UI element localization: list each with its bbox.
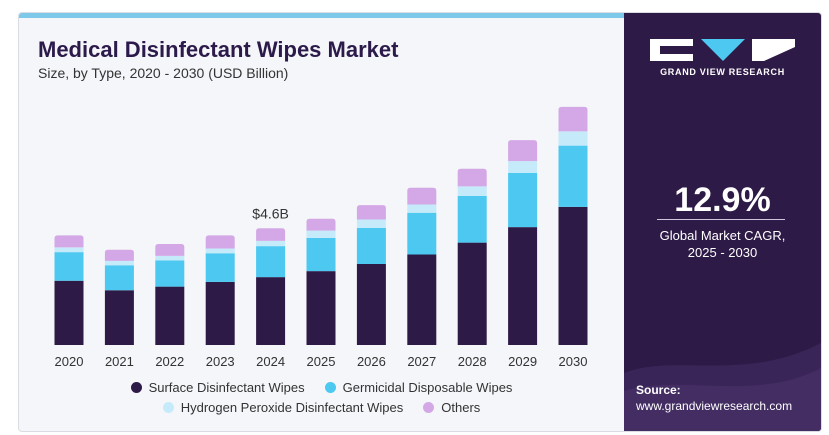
chart-card: Medical Disinfectant Wipes Market Size, … — [18, 12, 822, 432]
accent-bar — [19, 13, 624, 18]
bar-segment-2021-hydrogen-peroxide-disinfectant-wipes — [104, 260, 134, 266]
legend-label: Hydrogen Peroxide Disinfectant Wipes — [180, 400, 404, 415]
legend-label: Surface Disinfectant Wipes — [148, 380, 305, 395]
bar-segment-2021-surface-disinfectant-wipes — [104, 290, 134, 345]
bar-segment-2030-hydrogen-peroxide-disinfectant-wipes — [558, 131, 588, 146]
stacked-bar-chart: 2020 2021 2022 2023 2024 2025 2026 2027 2028 2029… — [54, 106, 588, 369]
legend-row-2: Hydrogen Peroxide Disinfectant Wipes Othe… — [19, 400, 624, 416]
cagr-label: Global Market CAGR, 2025 - 2030 — [624, 227, 821, 261]
legend-swatch — [324, 382, 336, 393]
bar-segment-2020-germicidal-disposable-wipes — [54, 252, 84, 281]
bar-segment-2027-germicidal-disposable-wipes — [407, 212, 437, 255]
bar-segment-2029-surface-disinfectant-wipes — [508, 227, 538, 345]
legend-label: Germicidal Disposable Wipes — [342, 380, 513, 395]
x-tick-label-2028: 2028 — [458, 354, 487, 369]
bar-segment-2020-others — [54, 235, 84, 248]
x-tick-label-2029: 2029 — [508, 354, 537, 369]
bar-segment-2027-others — [407, 187, 437, 205]
bar-segment-2020-surface-disinfectant-wipes — [54, 280, 84, 345]
bar-segment-2022-hydrogen-peroxide-disinfectant-wipes — [155, 255, 185, 261]
bar-segment-2023-surface-disinfectant-wipes — [205, 281, 235, 345]
legend-item-germicidal-disposable-wipes: Germicidal Disposable Wipes — [324, 380, 513, 395]
bar-segment-2030-others — [558, 106, 588, 132]
bar-segment-2022-germicidal-disposable-wipes — [155, 260, 185, 287]
bar-segment-2024-germicidal-disposable-wipes — [256, 246, 286, 278]
source-title: Source: — [636, 383, 681, 397]
bar-segment-2025-others — [306, 218, 336, 231]
legend-item-others: Others — [423, 400, 480, 415]
cagr-label-line-1: Global Market CAGR, — [659, 228, 786, 243]
bar-segment-2023-others — [205, 235, 235, 249]
bar-segment-2028-germicidal-disposable-wipes — [457, 195, 487, 243]
x-tick-label-2025: 2025 — [307, 354, 336, 369]
x-tick-label-2023: 2023 — [206, 354, 235, 369]
bar-segment-2023-hydrogen-peroxide-disinfectant-wipes — [205, 248, 235, 254]
bar-segment-2029-germicidal-disposable-wipes — [508, 173, 538, 228]
cagr-value: 12.9% — [674, 181, 771, 219]
bar-segment-2026-others — [356, 205, 386, 220]
bar-segment-2026-germicidal-disposable-wipes — [356, 227, 386, 265]
bar-segment-2030-surface-disinfectant-wipes — [558, 206, 588, 345]
bar-segment-2022-surface-disinfectant-wipes — [155, 286, 185, 345]
grand-view-research-logo — [650, 39, 795, 61]
bar-segment-2023-germicidal-disposable-wipes — [205, 253, 235, 282]
legend-swatch — [423, 402, 435, 413]
bar-segment-2025-surface-disinfectant-wipes — [306, 271, 336, 345]
legend-item-hydrogen-peroxide-disinfectant-wipes: Hydrogen Peroxide Disinfectant Wipes — [162, 400, 404, 415]
bar-segment-2024-others — [256, 228, 286, 241]
bar-segment-2026-hydrogen-peroxide-disinfectant-wipes — [356, 219, 386, 228]
info-panel: GRAND VIEW RESEARCH 12.9% Global Market … — [624, 13, 821, 431]
bar-segment-2021-germicidal-disposable-wipes — [104, 265, 134, 291]
x-tick-label-2024: 2024 — [256, 354, 285, 369]
chart-subtitle: Size, by Type, 2020 - 2030 (USD Billion) — [38, 65, 289, 81]
bar-segment-2029-hydrogen-peroxide-disinfectant-wipes — [508, 161, 538, 174]
brand-name: GRAND VIEW RESEARCH — [660, 67, 785, 77]
x-tick-label-2021: 2021 — [105, 354, 134, 369]
source-url[interactable]: www.grandviewresearch.com — [636, 399, 793, 413]
chart-title: Medical Disinfectant Wipes Market — [38, 37, 399, 62]
cagr-label-line-2: 2025 - 2030 — [687, 245, 758, 260]
bar-segment-2021-others — [104, 249, 134, 261]
bar-segment-2025-germicidal-disposable-wipes — [306, 237, 336, 272]
legend-swatch — [130, 382, 142, 393]
bar-segment-2030-germicidal-disposable-wipes — [558, 145, 588, 207]
x-tick-label-2030: 2030 — [559, 354, 588, 369]
bar-segment-2029-others — [508, 140, 538, 162]
bar-segment-2024-hydrogen-peroxide-disinfectant-wipes — [256, 240, 286, 247]
x-tick-label-2027: 2027 — [407, 354, 436, 369]
data-label-2024: $4.6B — [252, 205, 289, 221]
bar-segment-2026-surface-disinfectant-wipes — [356, 264, 386, 345]
legend-label: Others — [441, 400, 481, 415]
legend-row-1: Surface Disinfectant Wipes Germicidal Dis… — [19, 380, 624, 396]
decorative-wave-pattern — [624, 343, 821, 431]
bar-segment-2028-surface-disinfectant-wipes — [457, 242, 487, 345]
bar-segment-2025-hydrogen-peroxide-disinfectant-wipes — [306, 230, 336, 238]
legend-swatch — [162, 402, 174, 413]
bar-segment-2028-hydrogen-peroxide-disinfectant-wipes — [457, 186, 487, 196]
legend-item-surface-disinfectant-wipes: Surface Disinfectant Wipes — [130, 380, 305, 395]
cagr-divider — [657, 219, 785, 220]
bar-segment-2020-hydrogen-peroxide-disinfectant-wipes — [54, 247, 84, 253]
x-tick-label-2022: 2022 — [155, 354, 184, 369]
x-tick-label-2020: 2020 — [55, 354, 84, 369]
bar-segment-2027-hydrogen-peroxide-disinfectant-wipes — [407, 204, 437, 213]
x-tick-label-2026: 2026 — [357, 354, 386, 369]
bar-segment-2022-others — [155, 244, 185, 256]
bar-segment-2027-surface-disinfectant-wipes — [407, 254, 437, 345]
bar-segment-2024-surface-disinfectant-wipes — [256, 277, 286, 345]
bar-segment-2028-others — [457, 168, 487, 187]
